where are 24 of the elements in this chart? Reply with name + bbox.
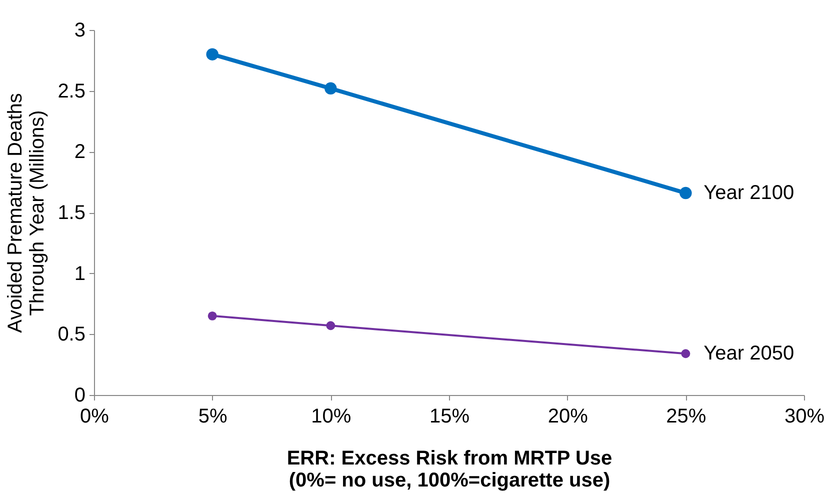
y-tick-label: 3 [74, 20, 86, 42]
point [680, 186, 692, 200]
y-tick-label: 0.5 [58, 324, 86, 346]
x-tick-label: 0% [80, 406, 110, 428]
y-tick-label: 1 [74, 262, 86, 285]
x-tick-label: 5% [198, 406, 228, 428]
y-tick-label: 2 [74, 141, 86, 164]
series-label: Year 2050 [704, 342, 794, 365]
point [681, 349, 690, 358]
point [208, 311, 217, 320]
y-axis-title: Avoided Premature Deaths Through Year (Millions) [4, 93, 49, 333]
point [326, 321, 336, 330]
x-tick-label: 30% [784, 406, 825, 428]
x-tick-label: 15% [429, 406, 470, 428]
y-tick-label: 2.5 [58, 80, 86, 102]
y-tick-label: 0 [74, 384, 86, 406]
x-tick-label: 10% [311, 406, 352, 428]
x-tick-label: 20% [548, 406, 588, 428]
x-axis-title: ERR: Excess Risk from MRTP Use (0%= no use, 100%=cigarette use) [286, 448, 612, 492]
point [206, 48, 218, 60]
y-tick-label: 1.5 [58, 202, 86, 224]
series-label: Year 2100 [704, 182, 794, 204]
point [324, 82, 337, 95]
x-tick-label: 25% [666, 406, 706, 428]
